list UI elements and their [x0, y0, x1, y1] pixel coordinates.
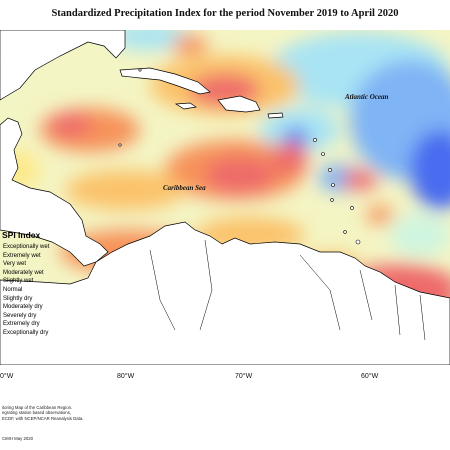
lon-label: 80°W	[117, 373, 135, 380]
legend-item: Severely dry	[3, 312, 37, 319]
country-borders	[149, 239, 426, 341]
legend-item: Very wet	[3, 261, 27, 268]
legend-item: Exceptionally dry	[3, 329, 49, 336]
lon-label: 60°W	[361, 373, 379, 380]
legend-item: Normal	[3, 286, 23, 293]
lon-label: 0°W	[0, 373, 14, 380]
legend-item: Moderately wet	[3, 269, 44, 276]
lon-label: 70°W	[235, 373, 253, 380]
legend-item: Slightly wet	[3, 278, 34, 285]
legend-item: Exceptionally wet	[3, 244, 50, 250]
credit: CIMH May 2020	[2, 436, 34, 441]
landmass	[0, 30, 450, 365]
footnote-line: ECDF, with NCEP/NCAR Reanalysis Data.	[2, 415, 84, 421]
spi-map	[0, 30, 450, 365]
legend-item: Extremely dry	[3, 321, 40, 328]
islands	[118, 68, 361, 245]
atlantic-ocean-label: Atlantic Ocean	[345, 93, 389, 101]
legend: SPI Index Exceptionally wet Extremely we…	[0, 230, 90, 338]
footnotes: itoring Map of the Caribbean Region. egr…	[2, 405, 152, 421]
map-title: Standardized Precipitation Index for the…	[51, 8, 399, 19]
legend-item: Extremely wet	[3, 252, 41, 259]
footnote-line: itoring Map of the Caribbean Region.	[2, 405, 73, 410]
legend-item: Moderately dry	[3, 304, 43, 311]
footnote-line: egrating station based observations,	[2, 410, 72, 416]
legend-title: SPI Index	[2, 230, 41, 240]
map-canvas	[0, 30, 450, 365]
legend-item: Slightly dry	[3, 295, 33, 302]
caribbean-sea-label: Caribbean Sea	[163, 184, 206, 192]
